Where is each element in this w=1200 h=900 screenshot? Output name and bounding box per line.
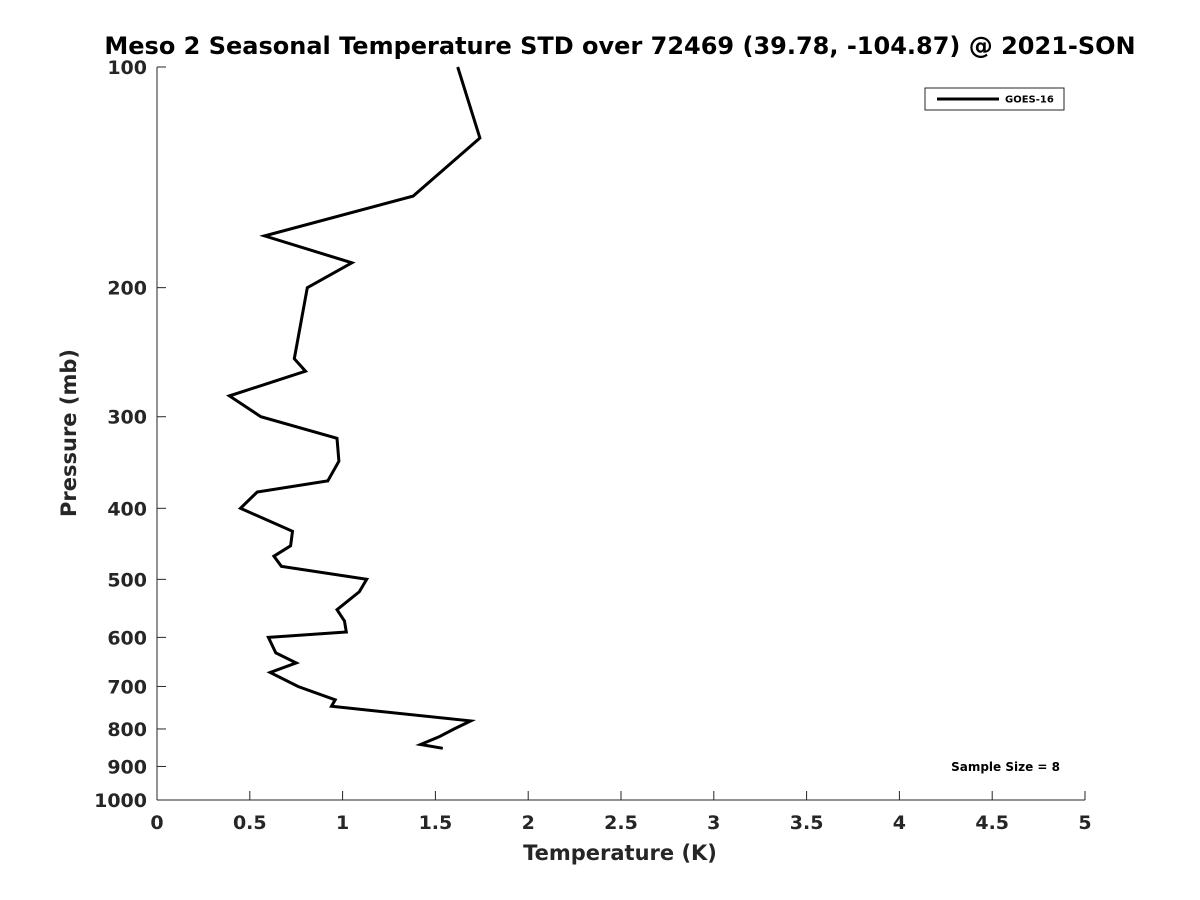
sample-size-annotation: Sample Size = 8 (951, 760, 1060, 774)
y-tick-label: 200 (107, 278, 147, 300)
x-axis-ticks: 0 0.5 1 1.5 2 2.5 3 3.5 4 4.5 5 (150, 791, 1092, 834)
y-tick-label: 700 (107, 676, 147, 698)
y-tick-label: 500 (107, 569, 147, 591)
y-axis-label: Pressure (mb) (57, 349, 81, 517)
x-tick-label: 5 (1078, 812, 1091, 834)
x-tick-label: 0 (150, 812, 163, 834)
series-line-goes-16 (225, 66, 482, 750)
x-tick-label: 1.5 (419, 812, 453, 834)
x-tick-label: 2.5 (604, 812, 638, 834)
x-tick-label: 0.5 (233, 812, 267, 834)
legend-entry-label: GOES-16 (1005, 95, 1054, 106)
series-layer (225, 66, 482, 750)
x-tick-label: 4.5 (975, 812, 1009, 834)
y-tick-label: 400 (107, 498, 147, 520)
y-tick-label: 1000 (94, 790, 147, 812)
y-tick-label: 800 (107, 719, 147, 741)
x-tick-label: 3 (707, 812, 720, 834)
x-tick-label: 4 (893, 812, 906, 834)
y-axis-ticks: 100 200 300 400 500 600 700 800 900 1000 (94, 57, 166, 812)
y-tick-label: 900 (107, 756, 147, 778)
chart-title: Meso 2 Seasonal Temperature STD over 724… (104, 32, 1135, 60)
legend: GOES-16 (924, 87, 1065, 111)
x-axis-label: Temperature (K) (523, 841, 717, 865)
plot-axes (156, 67, 1085, 801)
y-tick-label: 600 (107, 627, 147, 649)
x-tick-label: 2 (522, 812, 535, 834)
x-tick-label: 3.5 (790, 812, 824, 834)
y-tick-label: 300 (107, 407, 147, 429)
y-tick-label: 100 (107, 57, 147, 79)
x-tick-label: 1 (336, 812, 349, 834)
